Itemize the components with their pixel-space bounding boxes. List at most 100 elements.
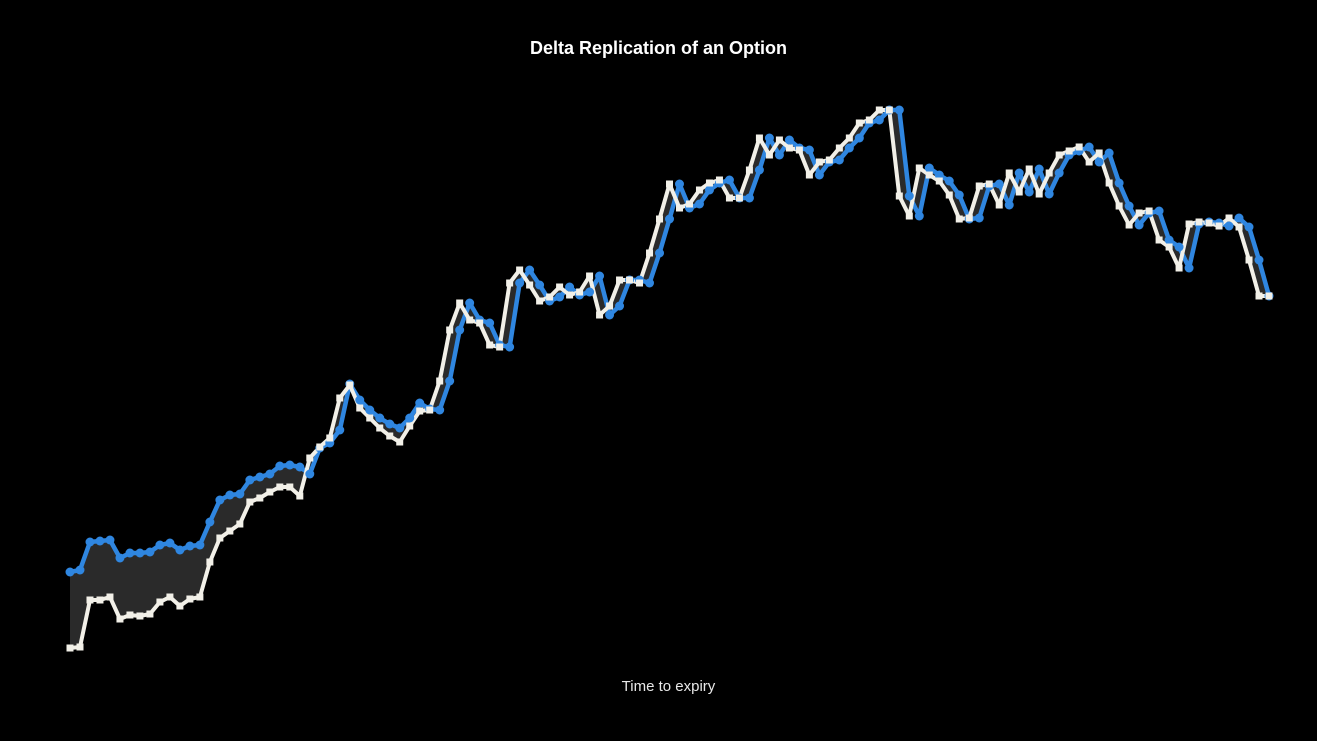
series-1-point — [1104, 148, 1114, 158]
series-1-point — [415, 398, 425, 408]
series-2-point — [1045, 169, 1053, 177]
series-1-point — [555, 292, 565, 302]
series-1-point — [605, 310, 615, 320]
series-2-point — [745, 166, 753, 174]
series-1-point — [1174, 242, 1184, 252]
series-1-point — [585, 287, 595, 297]
series-1-point — [914, 211, 924, 221]
series-1-point — [335, 425, 345, 435]
series-1-point — [924, 163, 934, 173]
series-1-point — [615, 301, 625, 311]
series-2-point — [1165, 243, 1173, 251]
x-axis-label: Time to expiry — [621, 678, 716, 695]
series-2-line — [69, 108, 1269, 650]
series-2-point — [1005, 169, 1013, 177]
series-1-point — [395, 423, 405, 433]
series-2-point — [1175, 264, 1183, 272]
series-1-point — [105, 535, 115, 545]
series-2-point — [1075, 143, 1083, 151]
series-1-point — [135, 548, 145, 558]
series-2-point — [336, 394, 344, 402]
series-2-point — [1235, 223, 1243, 231]
series-1-point — [1034, 164, 1044, 174]
series-2-point — [266, 488, 274, 496]
series-2-point — [476, 319, 484, 327]
series-2-point — [586, 272, 594, 280]
series-1-point — [195, 540, 205, 550]
series-2-point — [116, 615, 124, 623]
series-2-point — [1245, 256, 1253, 264]
series-1-point — [255, 472, 265, 482]
series-2-point — [546, 293, 554, 301]
series-2-point — [526, 281, 534, 289]
series-2-point — [496, 343, 504, 351]
series-2-point — [366, 414, 374, 422]
series-2-point — [1095, 149, 1103, 157]
series-1-point — [834, 155, 844, 165]
series-2-point — [576, 288, 584, 296]
series-2-point — [316, 443, 324, 451]
series-1-point — [784, 135, 794, 145]
series-2-point — [735, 194, 743, 202]
series-1-point — [665, 214, 674, 224]
series-2-point — [296, 492, 304, 500]
series-2-point — [536, 297, 544, 305]
series-1-point — [754, 165, 764, 175]
series-2-point — [795, 146, 803, 154]
series-1-point — [525, 265, 535, 275]
series-1-point — [1224, 221, 1234, 231]
series-1-point — [1244, 222, 1254, 232]
series-1-point — [894, 105, 904, 115]
series-2-point — [506, 279, 514, 287]
series-2-point — [616, 276, 624, 284]
series-2-point — [226, 527, 234, 535]
series-2-point — [346, 381, 354, 389]
series-2-point — [196, 593, 204, 601]
series-1-point — [95, 536, 105, 546]
series-2-point — [426, 406, 434, 414]
series-2-point — [606, 302, 614, 310]
series-2-point — [1265, 292, 1273, 300]
series-2-point — [466, 316, 474, 324]
series-1-point — [375, 413, 385, 423]
series-2-point — [216, 534, 224, 542]
series-2-point — [1015, 188, 1023, 196]
series-1-point — [1044, 189, 1054, 199]
series-2-point — [895, 192, 903, 200]
series-2-point — [356, 404, 364, 412]
series-1-point — [165, 538, 175, 548]
series-2-point — [1135, 209, 1143, 217]
series-1-point — [854, 133, 864, 143]
series-2-point — [1125, 221, 1133, 229]
series-1-point — [874, 115, 884, 125]
series-2-point — [656, 215, 664, 223]
series-1-point — [694, 199, 704, 209]
series-2-point — [885, 106, 893, 114]
series-1-point — [115, 553, 125, 563]
series-1-point — [75, 565, 85, 575]
series-1-point — [1124, 201, 1134, 211]
series-2-point — [646, 249, 654, 257]
series-2-point — [985, 180, 993, 188]
series-2-point — [865, 116, 873, 124]
series-2-point — [965, 214, 973, 222]
series-1-point — [1014, 168, 1024, 178]
series-markers-layer — [65, 105, 1274, 652]
series-2-point — [955, 215, 963, 223]
series-1-point — [445, 376, 455, 386]
series-1-point — [974, 213, 984, 223]
series-2-point — [1255, 292, 1263, 300]
series-2-point — [905, 212, 913, 220]
series-2-point — [785, 144, 793, 152]
series-1-point — [215, 495, 225, 505]
series-2-point — [1055, 151, 1063, 159]
series-1-point — [65, 567, 75, 577]
series-1-point — [305, 469, 315, 479]
series-2-point — [755, 134, 763, 142]
series-2-point — [76, 643, 84, 651]
series-2-point — [1145, 207, 1153, 215]
series-2-point — [306, 454, 314, 462]
series-1-point — [1114, 178, 1124, 188]
series-2-point — [156, 598, 164, 606]
